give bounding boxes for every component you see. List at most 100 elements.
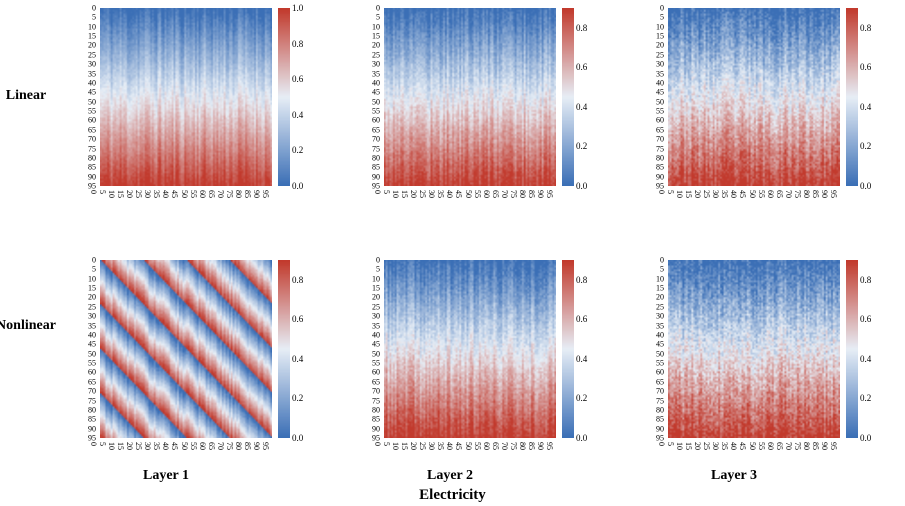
x-tick: 75 [509, 442, 518, 450]
x-tick: 5 [666, 190, 675, 194]
y-tick: 80 [372, 405, 380, 414]
x-tick: 95 [829, 190, 838, 198]
y-tick: 75 [88, 144, 96, 153]
y-tick: 70 [88, 387, 96, 396]
x-tick: 10 [107, 442, 116, 450]
y-tick: 55 [88, 107, 96, 116]
x-ticks: 05101520253035404550556065707580859095 [384, 188, 556, 226]
y-tick: 80 [88, 153, 96, 162]
y-tick: 5 [660, 13, 664, 22]
x-tick: 25 [134, 190, 143, 198]
x-tick: 80 [802, 190, 811, 198]
y-tick: 45 [88, 340, 96, 349]
x-ticks: 05101520253035404550556065707580859095 [100, 188, 272, 226]
colorbar-tick: 0.8 [292, 39, 303, 49]
x-tick: 90 [820, 190, 829, 198]
y-tick: 50 [372, 97, 380, 106]
x-tick: 10 [675, 190, 684, 198]
y-tick: 65 [372, 125, 380, 134]
y-tick: 85 [372, 415, 380, 424]
y-tick: 55 [372, 107, 380, 116]
y-tick: 10 [88, 274, 96, 283]
y-tick: 0 [660, 256, 664, 265]
heatmap [668, 260, 840, 438]
x-tick: 95 [545, 190, 554, 198]
y-tick: 80 [656, 405, 664, 414]
x-tick: 80 [234, 442, 243, 450]
colorbar-tick: 0.0 [576, 433, 587, 443]
heatmap [384, 260, 556, 438]
y-tick: 30 [88, 312, 96, 321]
x-tick: 75 [225, 442, 234, 450]
y-tick: 60 [656, 368, 664, 377]
colorbar-canvas [846, 8, 858, 186]
colorbar-tick: 0.4 [292, 110, 303, 120]
x-tick: 50 [748, 442, 757, 450]
colorbar-tick: 1.0 [292, 3, 303, 13]
y-tick: 15 [372, 32, 380, 41]
y-tick: 5 [92, 265, 96, 274]
y-tick: 0 [376, 4, 380, 13]
colorbar-tick: 0.2 [292, 393, 303, 403]
x-tick: 75 [225, 190, 234, 198]
colorbar-tick: 0.0 [576, 181, 587, 191]
colorbar: 0.00.20.40.60.8 [278, 260, 312, 438]
y-tick: 90 [656, 424, 664, 433]
colorbar-ticks: 0.00.20.40.60.8 [860, 260, 882, 438]
y-tick: 25 [372, 50, 380, 59]
colorbar: 0.00.20.40.60.8 [562, 8, 596, 186]
x-tick: 60 [482, 190, 491, 198]
x-tick: 45 [170, 190, 179, 198]
x-tick: 50 [180, 190, 189, 198]
y-tick: 60 [88, 116, 96, 125]
y-tick: 20 [372, 293, 380, 302]
y-tick: 55 [656, 107, 664, 116]
heatmap [384, 8, 556, 186]
y-tick: 10 [372, 274, 380, 283]
y-tick: 60 [656, 116, 664, 125]
x-tick: 25 [702, 190, 711, 198]
y-tick: 55 [656, 359, 664, 368]
y-tick: 10 [656, 22, 664, 31]
x-tick: 35 [436, 442, 445, 450]
x-tick: 85 [243, 442, 252, 450]
heatmap [100, 8, 272, 186]
y-tick: 75 [372, 144, 380, 153]
x-tick: 55 [189, 442, 198, 450]
colorbar-tick: 0.2 [576, 393, 587, 403]
colorbar: 0.00.20.40.60.8 [846, 8, 880, 186]
x-tick: 85 [243, 190, 252, 198]
row-label-linear: Linear [0, 88, 56, 104]
x-tick: 45 [454, 190, 463, 198]
x-tick: 60 [198, 190, 207, 198]
x-tick: 0 [373, 190, 382, 194]
y-tick: 50 [656, 97, 664, 106]
y-tick: 70 [656, 135, 664, 144]
figure-title: Electricity [0, 487, 905, 504]
y-tick: 30 [372, 312, 380, 321]
x-tick: 90 [820, 442, 829, 450]
x-tick: 85 [811, 442, 820, 450]
x-tick: 85 [527, 442, 536, 450]
y-tick: 70 [372, 387, 380, 396]
x-tick: 60 [766, 442, 775, 450]
y-tick: 40 [656, 78, 664, 87]
y-tick: 20 [88, 41, 96, 50]
x-tick: 25 [418, 190, 427, 198]
y-tick: 15 [88, 32, 96, 41]
colorbar-tick: 0.2 [860, 141, 871, 151]
y-tick: 50 [88, 349, 96, 358]
x-tick: 5 [98, 190, 107, 194]
y-tick: 60 [88, 368, 96, 377]
x-tick: 45 [738, 442, 747, 450]
y-tick: 0 [376, 256, 380, 265]
y-tick: 90 [372, 172, 380, 181]
x-tick: 70 [216, 442, 225, 450]
y-tick: 40 [372, 330, 380, 339]
x-tick: 25 [418, 442, 427, 450]
x-tick: 90 [536, 442, 545, 450]
x-tick: 15 [400, 442, 409, 450]
y-tick: 65 [88, 377, 96, 386]
y-tick: 35 [372, 69, 380, 78]
y-tick: 5 [92, 13, 96, 22]
